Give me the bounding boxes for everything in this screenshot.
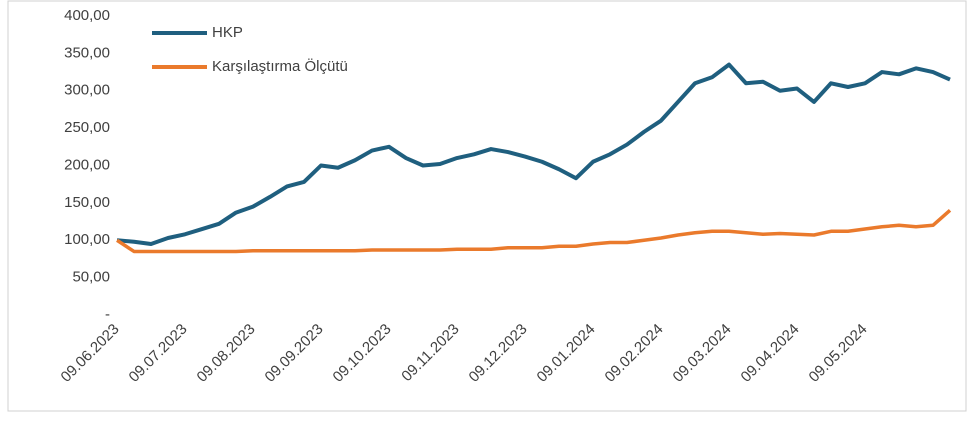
legend-label: HKP [212, 24, 243, 41]
y-tick-label: 400,00 [64, 7, 110, 24]
y-tick-label: 300,00 [64, 82, 110, 99]
legend-label: Karşılaştırma Ölçütü [212, 57, 348, 75]
y-tick-label: 150,00 [64, 194, 110, 211]
line [116, 209, 952, 254]
y-tick-label: 200,00 [64, 156, 110, 173]
y-tick-label: 250,00 [64, 119, 110, 136]
y-tick-label: 350,00 [64, 44, 110, 61]
y-tick-label: 50,00 [72, 269, 110, 286]
y-tick-label: - [105, 306, 110, 323]
y-tick-label: 100,00 [64, 231, 110, 248]
chart-frame [7, 0, 967, 412]
line [116, 62, 951, 246]
